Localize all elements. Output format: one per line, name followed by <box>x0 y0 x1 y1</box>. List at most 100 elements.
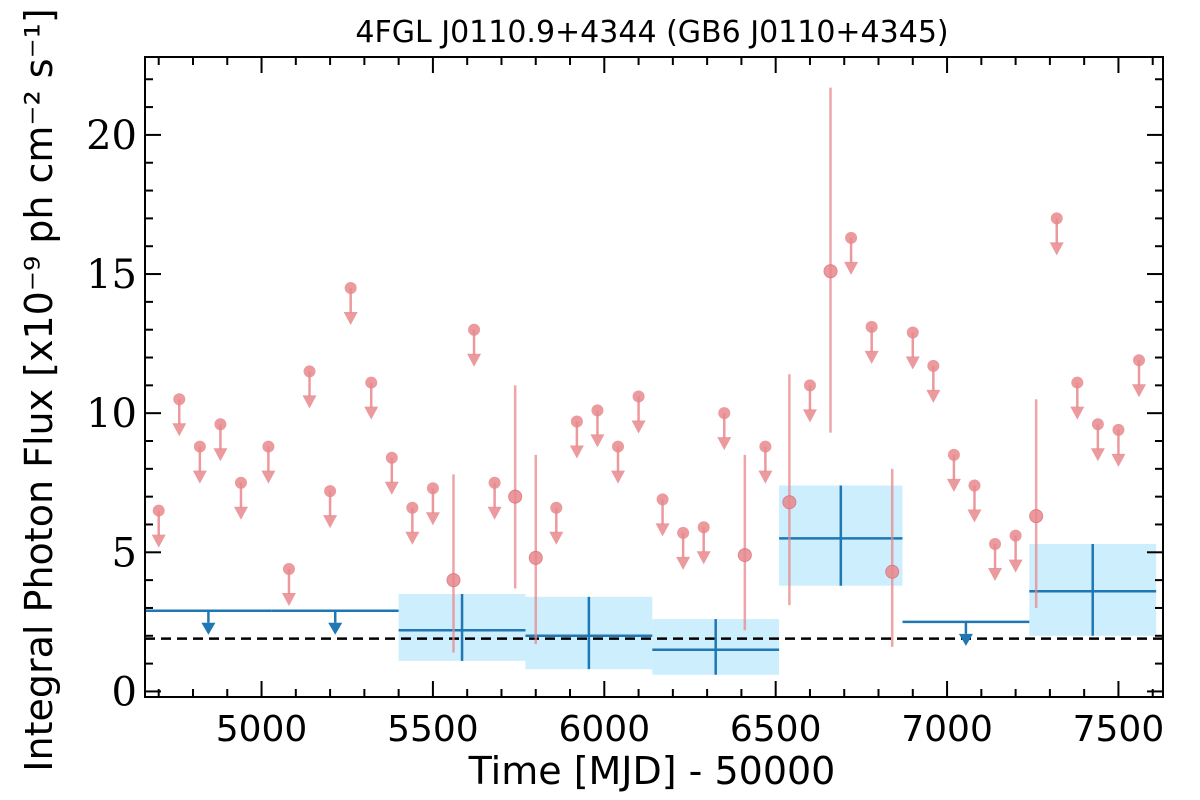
short-bin-arrow-head <box>384 481 399 495</box>
short-bin-upper-limit <box>324 485 337 498</box>
short-bin-arrow-head <box>655 523 670 537</box>
short-bin-upper-limit <box>845 231 858 244</box>
short-bin-arrow-head <box>233 506 248 520</box>
short-bin-upper-limit <box>1050 212 1063 225</box>
y-tick-label: 15 <box>86 252 137 298</box>
short-bin-upper-limit <box>262 440 275 453</box>
short-bin-upper-limit <box>1133 354 1146 367</box>
short-bin-upper-limit <box>989 537 1002 550</box>
short-bin-arrow-head <box>946 478 961 492</box>
short-bin-arrow-head <box>425 512 440 526</box>
short-bin-upper-limit <box>303 365 316 378</box>
short-bin-arrow-head <box>172 423 187 437</box>
short-bin-upper-limit <box>927 359 940 372</box>
short-bin-arrow-head <box>717 437 732 451</box>
short-bin-arrow-head <box>405 531 420 545</box>
short-bin-upper-limit <box>612 440 625 453</box>
short-bin-markers <box>151 87 1147 653</box>
short-bin-upper-limit <box>591 404 604 417</box>
short-bin-upper-limit <box>173 393 186 406</box>
short-bin-arrow-head <box>569 445 584 459</box>
short-bin-arrow-head <box>487 506 502 520</box>
short-bin-upper-limit <box>344 281 357 294</box>
long-bin-arrow-head <box>328 622 343 635</box>
short-bin-upper-limit <box>697 521 710 534</box>
short-bin-upper-limit <box>365 376 378 389</box>
short-bin-point <box>1029 509 1044 524</box>
x-tick-label: 5000 <box>216 709 308 750</box>
short-bin-upper-limit <box>570 415 583 428</box>
x-tick-label: 7500 <box>1073 709 1165 750</box>
plot-frame <box>144 56 1164 698</box>
long-bin-arrow-head <box>958 633 973 646</box>
short-bin-arrow-head <box>590 434 605 448</box>
short-bin-upper-limit <box>1009 529 1022 542</box>
axes-frame <box>144 56 1164 698</box>
short-bin-upper-limit <box>947 448 960 461</box>
short-bin-arrow-head <box>343 311 358 325</box>
short-bin-upper-limit <box>406 501 419 514</box>
short-bin-arrow-head <box>364 406 379 420</box>
y-tick-label: 0 <box>112 669 137 715</box>
short-bin-upper-limit <box>426 482 439 495</box>
short-bin-arrow-head <box>281 593 296 606</box>
short-bin-arrow-head <box>1111 453 1126 467</box>
short-bin-upper-limit <box>656 493 669 506</box>
short-bin-arrow-head <box>151 534 166 548</box>
axis-ticks: 5000 5500 6000 6500 7000 7500 0 5 10 15 20 <box>86 57 1164 750</box>
short-bin-arrow-head <box>676 556 691 570</box>
short-bin-arrow-head <box>802 409 817 423</box>
short-bin-upper-limit <box>550 501 563 514</box>
x-tick-label: 7000 <box>901 709 993 750</box>
short-bin-upper-limit <box>968 479 981 492</box>
short-bin-arrow-head <box>905 356 920 370</box>
short-bin-arrow-head <box>549 531 564 545</box>
short-bin-point <box>782 495 797 510</box>
short-bin-upper-limit <box>488 476 501 489</box>
short-bin-arrow-head <box>864 350 879 364</box>
short-bin-arrow-head <box>988 567 1003 581</box>
short-bin-arrow-head <box>323 515 338 529</box>
short-bin-upper-limit <box>193 440 206 453</box>
short-bin-point <box>528 550 543 565</box>
short-bin-arrow-head <box>213 448 228 462</box>
short-bin-arrow-head <box>926 389 941 403</box>
short-bin-point <box>823 264 838 279</box>
short-bin-arrow-head <box>611 470 626 484</box>
short-bin-point <box>737 548 752 563</box>
short-bin-upper-limit <box>1091 418 1104 431</box>
short-bin-upper-limit <box>234 476 247 489</box>
short-bin-arrow-head <box>1049 242 1064 256</box>
chart-title: 4FGL J0110.9+4344 (GB6 J0110+4345) <box>355 15 948 50</box>
short-bin-upper-limit <box>282 563 295 575</box>
short-bin-upper-limit <box>152 504 165 517</box>
y-axis-label: Integral Photon Flux [x10⁻⁹ ph cm⁻² s⁻¹] <box>17 8 61 771</box>
y-tick-label: 5 <box>112 530 137 576</box>
short-bin-point <box>508 489 523 504</box>
short-bin-upper-limit <box>803 379 816 392</box>
short-bin-upper-limit <box>632 390 645 403</box>
short-bin-point <box>885 564 900 579</box>
y-tick-label: 10 <box>86 391 137 437</box>
short-bin-upper-limit <box>865 320 878 333</box>
short-bin-arrow-head <box>467 353 482 367</box>
x-axis-label: Time [MJD] - 50000 <box>468 749 836 793</box>
short-bin-arrow-head <box>192 470 207 484</box>
short-bin-arrow-head <box>967 509 982 523</box>
short-bin-point <box>446 573 461 588</box>
long-bin-markers <box>145 485 1157 675</box>
short-bin-upper-limit <box>759 440 772 453</box>
short-bin-upper-limit <box>214 418 227 431</box>
short-bin-arrow-head <box>844 261 859 275</box>
short-bin-arrow-head <box>302 395 317 409</box>
short-bin-arrow-head <box>758 470 773 484</box>
short-bin-upper-limit <box>468 323 481 336</box>
short-bin-upper-limit <box>718 407 731 420</box>
short-bin-upper-limit <box>1112 423 1125 436</box>
short-bin-arrow-head <box>1132 384 1147 398</box>
short-bin-upper-limit <box>1071 376 1084 389</box>
x-tick-label: 6000 <box>558 709 650 750</box>
short-bin-arrow-head <box>631 420 646 434</box>
short-bin-upper-limit <box>677 526 690 539</box>
